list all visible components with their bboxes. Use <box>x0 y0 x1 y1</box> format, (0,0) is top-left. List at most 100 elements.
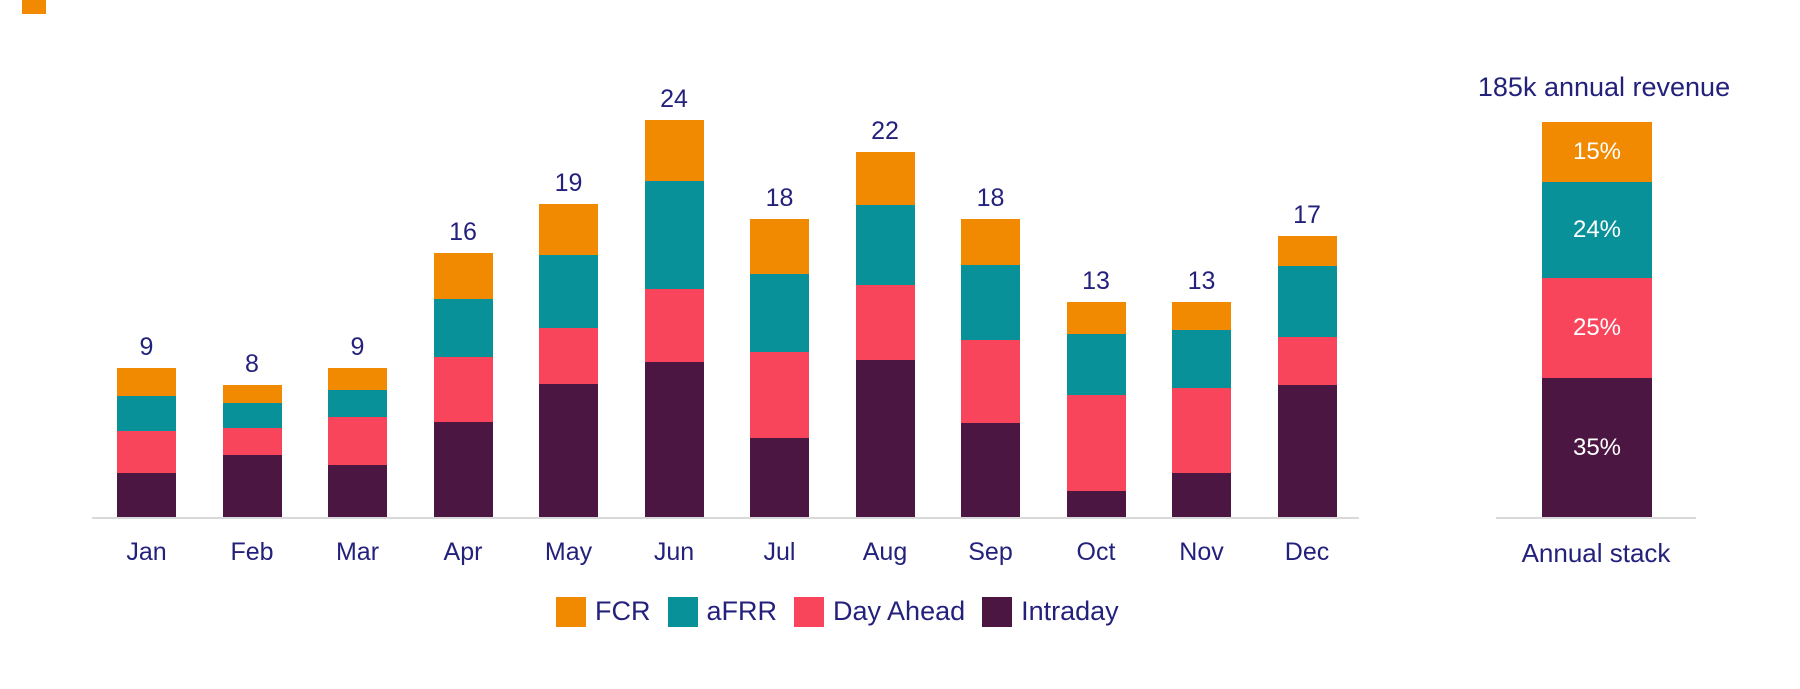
legend-label: Day Ahead <box>833 596 966 626</box>
annual-segment-intraday: 35% <box>1542 378 1652 518</box>
bar-segment-fcr <box>1172 302 1231 330</box>
legend-swatch-intraday <box>982 596 1013 627</box>
bar-apr: 16 <box>433 217 493 518</box>
bar-oct: 13 <box>1066 266 1126 518</box>
bar-segment-day-ahead <box>1172 388 1231 473</box>
bar-segment-day-ahead <box>433 357 493 422</box>
month-label-sep: Sep <box>968 538 1013 566</box>
annual-segment-afrr: 24% <box>1542 182 1652 278</box>
bar-segment-intraday <box>222 455 282 518</box>
slide-corner-mark <box>22 0 46 14</box>
bar-total-label: 19 <box>554 168 583 197</box>
bar-sep: 18 <box>961 183 1020 518</box>
bar-jul: 18 <box>750 183 809 518</box>
bar-segment-day-ahead <box>539 328 598 384</box>
bar-segment-afrr <box>1277 266 1337 337</box>
bar-segment-afrr <box>1066 334 1126 395</box>
legend-label: FCR <box>595 596 651 626</box>
bar-segment-day-ahead <box>750 352 809 438</box>
bar-segment-afrr <box>222 403 282 428</box>
bar-segment-afrr <box>750 274 809 352</box>
bar-segment-fcr <box>222 385 282 403</box>
month-label-apr: Apr <box>443 538 483 566</box>
month-label-feb: Feb <box>230 538 274 566</box>
annual-segment-label: 35% <box>1572 434 1622 461</box>
bar-segment-intraday <box>433 422 493 518</box>
bar-total-label: 9 <box>350 332 365 361</box>
annual-segment-label: 15% <box>1572 138 1622 165</box>
bar-total-label: 18 <box>765 183 794 212</box>
bar-segment-day-ahead <box>328 417 387 465</box>
bar-nov: 13 <box>1172 266 1231 518</box>
legend-item-fcr: FCR <box>556 596 651 627</box>
annual-segment-label: 25% <box>1572 314 1622 341</box>
legend-swatch-afrr <box>667 596 698 627</box>
bar-segment-day-ahead <box>1066 395 1126 491</box>
bar-total-label: 13 <box>1082 266 1110 295</box>
bar-segment-intraday <box>750 438 809 518</box>
bar-segment-afrr <box>117 396 176 431</box>
bar-segment-intraday <box>855 360 915 518</box>
legend-swatch-day-ahead <box>794 596 825 627</box>
bar-segment-afrr <box>855 205 915 285</box>
bar-segment-day-ahead <box>117 431 176 473</box>
bar-total-label: 9 <box>139 332 154 361</box>
bar-mar: 9 <box>328 332 387 518</box>
bar-segment-afrr <box>1172 330 1231 388</box>
bar-segment-day-ahead <box>644 289 704 362</box>
bar-segment-intraday <box>644 362 704 518</box>
bar-total-label: 16 <box>449 217 477 246</box>
month-label-mar: Mar <box>335 538 380 566</box>
annual-chart-x-axis <box>1496 517 1696 519</box>
annual-segment-day-ahead: 25% <box>1542 278 1652 378</box>
bar-segment-fcr <box>750 219 809 274</box>
bar-segment-fcr <box>328 368 387 390</box>
annual-axis-label: Annual stack <box>1521 538 1671 568</box>
month-label-may: May <box>544 538 593 566</box>
bar-segment-afrr <box>961 265 1020 340</box>
bar-segment-afrr <box>644 181 704 289</box>
chart-legend: FCR aFRR Day Ahead Intraday <box>556 596 1136 627</box>
month-label-jan: Jan <box>126 538 167 566</box>
bar-segment-fcr <box>1277 236 1337 266</box>
bar-total-label: 8 <box>245 349 259 378</box>
bar-total-label: 13 <box>1187 266 1216 295</box>
legend-item-intraday: Intraday <box>982 596 1119 627</box>
month-label-dec: Dec <box>1284 538 1330 566</box>
bar-segment-fcr <box>855 152 915 205</box>
month-label-oct: Oct <box>1076 538 1116 566</box>
bar-jun: 24 <box>644 85 704 518</box>
legend-label: Intraday <box>1021 596 1119 626</box>
month-label-nov: Nov <box>1179 538 1224 566</box>
bar-segment-intraday <box>539 384 598 518</box>
bar-segment-afrr <box>539 255 598 328</box>
bar-segment-fcr <box>1066 302 1126 334</box>
annual-chart-title: 185k annual revenue <box>1477 72 1731 102</box>
bar-segment-day-ahead <box>855 285 915 360</box>
bar-segment-afrr <box>433 299 493 357</box>
month-label-aug: Aug <box>862 538 908 566</box>
bar-segment-afrr <box>328 390 387 417</box>
bar-segment-fcr <box>433 253 493 299</box>
legend-swatch-fcr <box>556 596 586 627</box>
annual-stacked-bar: 15% 24% 25% 35% <box>1542 122 1652 518</box>
monthly-chart-x-axis <box>92 517 1359 519</box>
bar-jan: 9 <box>117 332 176 518</box>
legend-item-afrr: aFRR <box>667 596 777 627</box>
bar-segment-intraday <box>1277 385 1337 518</box>
bar-segment-day-ahead <box>1277 337 1337 385</box>
bar-segment-fcr <box>117 368 176 396</box>
bar-segment-intraday <box>117 473 176 518</box>
bar-segment-day-ahead <box>222 428 282 455</box>
legend-item-day-ahead: Day Ahead <box>794 596 965 627</box>
bar-segment-intraday <box>1172 473 1231 518</box>
bar-segment-fcr <box>539 204 598 255</box>
bar-aug: 22 <box>855 117 915 518</box>
bar-segment-fcr <box>961 219 1020 265</box>
bar-total-label: 17 <box>1293 200 1321 229</box>
bar-segment-day-ahead <box>961 340 1020 423</box>
bar-total-label: 18 <box>976 183 1005 212</box>
annual-segment-label: 24% <box>1572 216 1622 243</box>
bar-segment-intraday <box>1066 491 1126 518</box>
